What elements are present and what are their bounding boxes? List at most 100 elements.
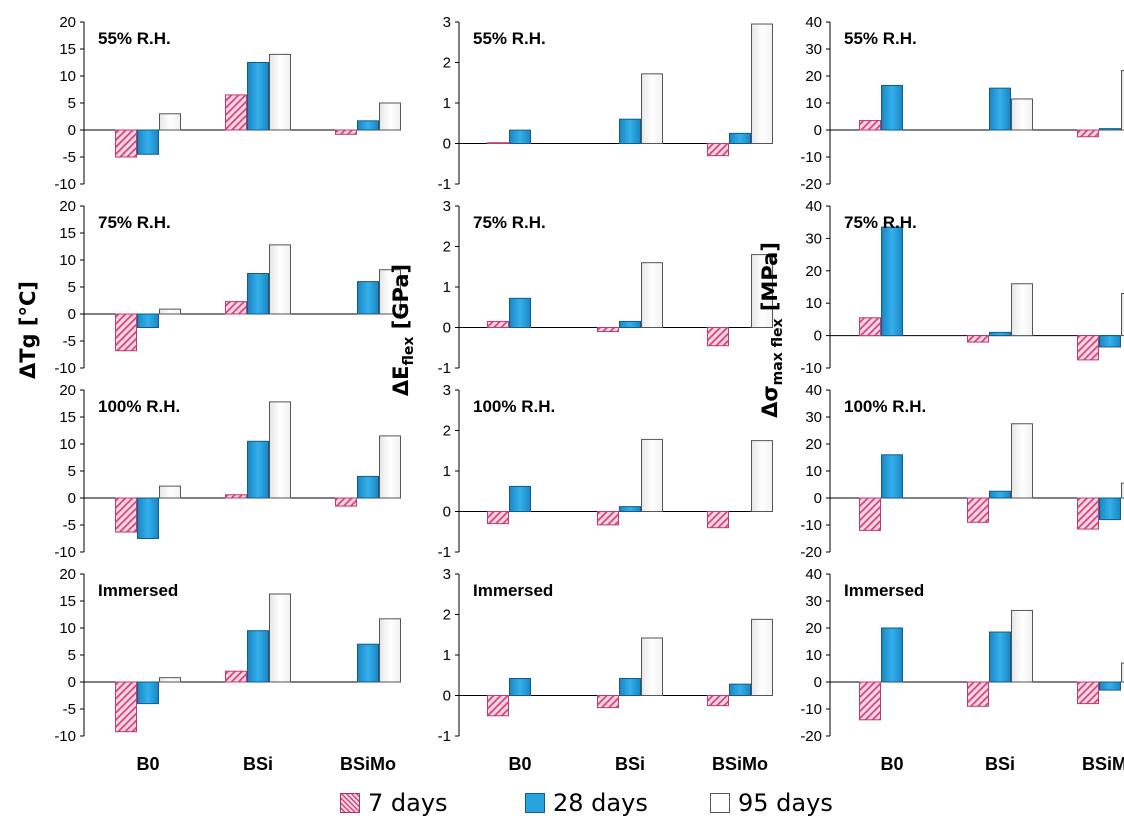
bar-95-days-b0 xyxy=(159,485,181,499)
bar-7-days-bsimo xyxy=(1077,335,1099,361)
legend-swatch-28-days xyxy=(525,793,545,813)
bar-7-days-bsi xyxy=(597,511,619,526)
bar-28-days-bsi xyxy=(989,631,1011,683)
condition-label: 100% R.H. xyxy=(473,397,555,416)
condition-label: 100% R.H. xyxy=(98,397,180,416)
y-tick-label: 10 xyxy=(59,620,76,637)
y-tick-label: -5 xyxy=(63,517,76,534)
y-tick-label: -20 xyxy=(800,544,822,561)
y-tick-label: 2 xyxy=(443,239,451,256)
bar-7-days-bsimo xyxy=(1077,681,1099,705)
y-tick-label: -10 xyxy=(800,517,822,534)
bar-28-days-bsi xyxy=(989,87,1011,131)
y-tick-label: 0 xyxy=(814,328,822,345)
y-tick-label: 15 xyxy=(59,409,76,426)
bar-95-days-bsimo xyxy=(751,440,773,512)
bar-7-days-bsi xyxy=(967,335,989,343)
y-tick-label: 15 xyxy=(59,41,76,58)
bar-95-days-bsimo xyxy=(1121,292,1124,337)
condition-label: 75% R.H. xyxy=(98,213,171,232)
legend-swatch-95-days xyxy=(710,793,730,813)
bar-28-days-bsi xyxy=(247,440,269,499)
bar-7-days-bsimo xyxy=(1077,497,1099,530)
bar-28-days-bsi xyxy=(989,490,1011,499)
bar-95-days-bsi xyxy=(1011,423,1033,499)
bar-28-days-bsimo xyxy=(357,643,379,683)
y-tick-label: 0 xyxy=(443,136,451,153)
x-category-label: BSiMo xyxy=(1082,754,1124,774)
x-category-label: BSi xyxy=(985,754,1015,774)
y-axis-label-tg: ΔTg [°C] xyxy=(16,280,40,380)
x-category-label: B0 xyxy=(508,754,531,774)
y-tick-label: 10 xyxy=(59,436,76,453)
y-tick-label: -1 xyxy=(438,360,451,377)
bar-28-days-bsimo xyxy=(1099,681,1121,691)
y-tick-label: -10 xyxy=(800,149,822,166)
legend-label-7-days: 7 days xyxy=(368,789,448,817)
bar-7-days-bsimo xyxy=(707,511,729,529)
bar-7-days-b0 xyxy=(115,313,137,352)
panel-r3-c1: -1 0 1 2 3 Immersed xyxy=(438,566,773,745)
x-category-label: B0 xyxy=(880,754,903,774)
bar-28-days-b0 xyxy=(881,226,903,337)
y-tick-label: 2 xyxy=(443,607,451,624)
y-tick-label: 40 xyxy=(805,198,822,215)
bar-28-days-bsimo xyxy=(729,132,751,144)
y-tick-label: 3 xyxy=(443,566,451,583)
bar-7-days-bsimo xyxy=(335,497,357,507)
y-axis-label-eflex: ΔEflex [GPa] xyxy=(388,263,418,397)
bar-95-days-bsi xyxy=(641,262,663,329)
y-axis-label-sigma: Δσmax flex [MPa] xyxy=(757,242,787,418)
bar-28-days-b0 xyxy=(509,297,531,328)
bar-28-days-b0 xyxy=(881,627,903,683)
y-tick-label: -10 xyxy=(54,360,76,377)
bar-7-days-bsi xyxy=(225,301,247,315)
bar-7-days-bsi xyxy=(967,681,989,707)
bar-95-days-bsi xyxy=(269,593,291,683)
bar-95-days-b0 xyxy=(159,308,181,315)
legend-item-28-days: 28 days xyxy=(525,788,648,818)
bar-28-days-bsi xyxy=(247,62,269,131)
y-tick-label: 40 xyxy=(805,14,822,31)
bar-95-days-bsi xyxy=(269,401,291,499)
bar-28-days-b0 xyxy=(509,129,531,144)
bar-28-days-bsi xyxy=(247,273,269,315)
y-tick-label: 5 xyxy=(68,95,76,112)
bar-95-days-bsi xyxy=(641,637,663,696)
bar-7-days-bsi xyxy=(597,695,619,709)
y-tick-label: 20 xyxy=(805,68,822,85)
y-tick-label: -1 xyxy=(438,544,451,561)
bar-28-days-b0 xyxy=(137,129,159,155)
panel-r1-c2: -10 0 10 20 30 40 75% R.H. xyxy=(800,198,1124,377)
bar-28-days-bsimo xyxy=(357,281,379,315)
y-tick-label: 0 xyxy=(68,674,76,691)
bar-7-days-b0 xyxy=(115,497,137,533)
bar-28-days-b0 xyxy=(137,497,159,539)
y-tick-label: 1 xyxy=(443,95,451,112)
panel-r0-c2: -20 -10 0 10 20 30 40 55% R.H. xyxy=(800,14,1124,193)
bar-95-days-bsi xyxy=(269,53,291,131)
bar-95-days-bsimo xyxy=(1121,662,1124,683)
bar-7-days-b0 xyxy=(115,681,137,733)
bar-95-days-bsimo xyxy=(1121,70,1124,131)
panel-r0-c0: -10 -5 0 5 10 15 20 55% R.H. xyxy=(54,14,401,193)
legend-item-7-days: 7 days xyxy=(340,788,448,818)
y-tick-label: 0 xyxy=(814,122,822,139)
condition-label: Immersed xyxy=(844,581,924,600)
bar-7-days-b0 xyxy=(859,497,881,531)
bar-95-days-bsimo xyxy=(751,618,773,696)
panel-r2-c1: -1 0 1 2 3 100% R.H. xyxy=(438,382,773,561)
y-tick-label: 2 xyxy=(443,55,451,72)
bar-28-days-bsimo xyxy=(357,475,379,499)
bar-28-days-b0 xyxy=(137,681,159,705)
y-tick-label: 10 xyxy=(805,95,822,112)
panel-r0-c1: -1 0 1 2 3 55% R.H. xyxy=(438,14,773,193)
y-tick-label: 15 xyxy=(59,593,76,610)
legend-swatch-7-days xyxy=(340,793,360,813)
y-tick-label: 5 xyxy=(68,647,76,664)
bar-28-days-b0 xyxy=(137,313,159,328)
condition-label: 55% R.H. xyxy=(844,29,917,48)
bar-28-days-bsi xyxy=(247,630,269,683)
y-tick-label: 0 xyxy=(814,490,822,507)
y-tick-label: 5 xyxy=(68,279,76,296)
